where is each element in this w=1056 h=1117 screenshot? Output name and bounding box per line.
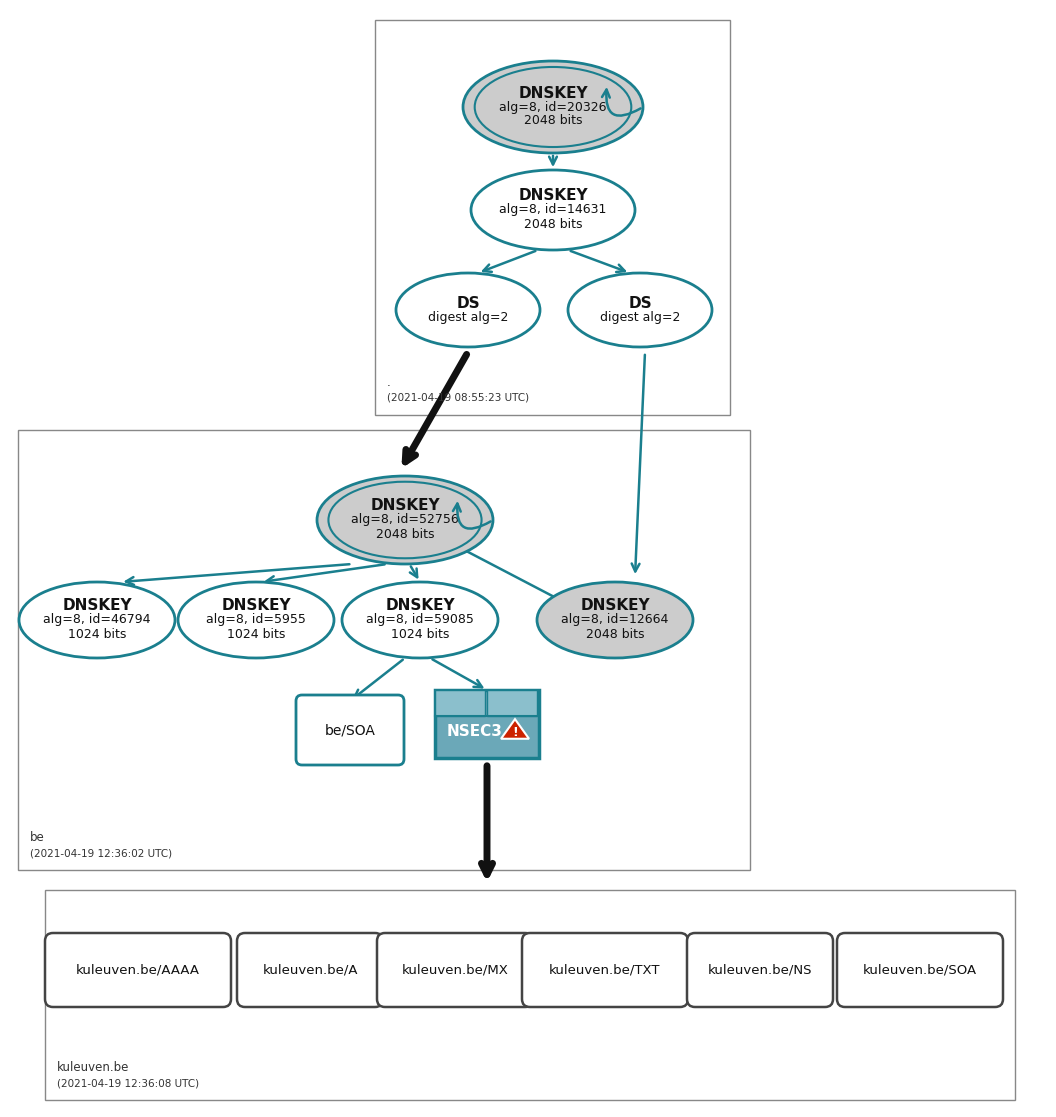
Text: 2048 bits: 2048 bits xyxy=(586,628,644,640)
FancyBboxPatch shape xyxy=(377,933,533,1008)
Text: DNSKEY: DNSKEY xyxy=(371,498,439,514)
Bar xyxy=(45,890,1015,1100)
Text: kuleuven.be/NS: kuleuven.be/NS xyxy=(708,964,812,976)
FancyBboxPatch shape xyxy=(237,933,383,1008)
Text: 1024 bits: 1024 bits xyxy=(227,628,285,640)
Ellipse shape xyxy=(568,273,712,347)
Ellipse shape xyxy=(178,582,334,658)
Text: (2021-04-19 12:36:08 UTC): (2021-04-19 12:36:08 UTC) xyxy=(57,1078,200,1088)
Bar xyxy=(18,430,750,870)
Text: .: . xyxy=(386,376,391,389)
Text: kuleuven.be/TXT: kuleuven.be/TXT xyxy=(549,964,661,976)
Text: alg=8, id=20326: alg=8, id=20326 xyxy=(499,101,607,114)
Ellipse shape xyxy=(342,582,498,658)
Text: digest alg=2: digest alg=2 xyxy=(428,312,508,325)
Ellipse shape xyxy=(463,61,643,153)
Text: !: ! xyxy=(512,726,517,739)
Text: (2021-04-19 08:55:23 UTC): (2021-04-19 08:55:23 UTC) xyxy=(386,393,529,403)
Text: DNSKEY: DNSKEY xyxy=(385,599,455,613)
Text: DNSKEY: DNSKEY xyxy=(62,599,132,613)
Ellipse shape xyxy=(317,476,493,564)
Text: 1024 bits: 1024 bits xyxy=(68,628,126,640)
Text: kuleuven.be: kuleuven.be xyxy=(57,1061,130,1075)
Ellipse shape xyxy=(538,582,693,658)
Text: kuleuven.be/A: kuleuven.be/A xyxy=(262,964,358,976)
Text: kuleuven.be/SOA: kuleuven.be/SOA xyxy=(863,964,977,976)
Bar xyxy=(487,690,536,716)
Ellipse shape xyxy=(471,170,635,250)
Ellipse shape xyxy=(19,582,175,658)
Text: alg=8, id=12664: alg=8, id=12664 xyxy=(562,613,668,627)
Ellipse shape xyxy=(396,273,540,347)
Text: be: be xyxy=(30,831,44,844)
FancyBboxPatch shape xyxy=(45,933,231,1008)
Text: alg=8, id=5955: alg=8, id=5955 xyxy=(206,613,306,627)
Text: DNSKEY: DNSKEY xyxy=(221,599,290,613)
Text: DNSKEY: DNSKEY xyxy=(518,86,588,101)
Text: (2021-04-19 12:36:02 UTC): (2021-04-19 12:36:02 UTC) xyxy=(30,848,172,858)
FancyBboxPatch shape xyxy=(522,933,689,1008)
Text: DS: DS xyxy=(456,296,479,311)
Text: alg=8, id=14631: alg=8, id=14631 xyxy=(499,203,607,217)
Text: 1024 bits: 1024 bits xyxy=(391,628,449,640)
Text: kuleuven.be/MX: kuleuven.be/MX xyxy=(401,964,508,976)
Text: DS: DS xyxy=(628,296,652,311)
Text: alg=8, id=59085: alg=8, id=59085 xyxy=(366,613,474,627)
Text: 2048 bits: 2048 bits xyxy=(524,115,582,127)
Text: alg=8, id=46794: alg=8, id=46794 xyxy=(43,613,151,627)
Text: be/SOA: be/SOA xyxy=(324,723,376,737)
Bar xyxy=(435,690,539,758)
Bar xyxy=(375,20,730,416)
Text: kuleuven.be/AAAA: kuleuven.be/AAAA xyxy=(76,964,200,976)
FancyBboxPatch shape xyxy=(837,933,1003,1008)
FancyBboxPatch shape xyxy=(296,695,404,765)
Text: 2048 bits: 2048 bits xyxy=(524,218,582,230)
Polygon shape xyxy=(501,719,529,738)
Bar xyxy=(435,690,485,716)
Text: DNSKEY: DNSKEY xyxy=(580,599,649,613)
FancyBboxPatch shape xyxy=(687,933,833,1008)
Text: alg=8, id=52756: alg=8, id=52756 xyxy=(352,514,459,526)
Text: DNSKEY: DNSKEY xyxy=(518,189,588,203)
Text: 2048 bits: 2048 bits xyxy=(376,527,434,541)
Text: NSEC3: NSEC3 xyxy=(447,724,503,739)
Text: digest alg=2: digest alg=2 xyxy=(600,312,680,325)
